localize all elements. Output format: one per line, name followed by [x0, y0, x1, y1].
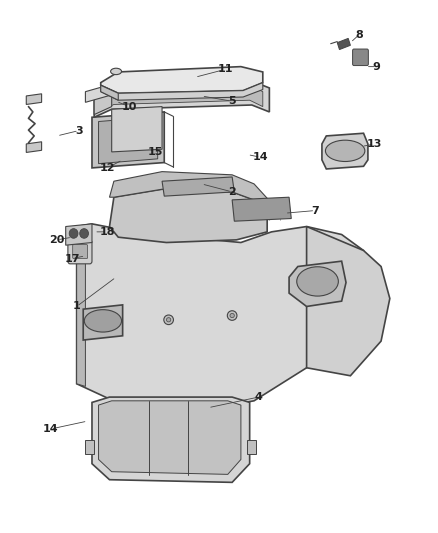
Text: 4: 4	[254, 392, 262, 402]
Text: 18: 18	[99, 227, 115, 237]
Polygon shape	[26, 142, 42, 152]
Polygon shape	[112, 107, 162, 152]
Polygon shape	[322, 133, 368, 169]
Polygon shape	[110, 189, 267, 243]
Polygon shape	[232, 197, 291, 221]
Text: 1: 1	[73, 302, 81, 311]
Polygon shape	[307, 227, 390, 376]
Ellipse shape	[325, 140, 365, 161]
Polygon shape	[83, 305, 123, 340]
Text: 20: 20	[49, 235, 65, 245]
Text: 9: 9	[373, 62, 381, 71]
Text: 13: 13	[367, 139, 382, 149]
Text: 10: 10	[121, 102, 137, 111]
Text: 14: 14	[253, 152, 268, 162]
Polygon shape	[85, 84, 118, 102]
Polygon shape	[94, 81, 269, 117]
Text: 3: 3	[75, 126, 83, 135]
Text: 17: 17	[64, 254, 80, 263]
Polygon shape	[77, 224, 364, 413]
Polygon shape	[99, 117, 158, 164]
Text: 8: 8	[355, 30, 363, 39]
Text: 15: 15	[148, 147, 163, 157]
Polygon shape	[92, 397, 250, 482]
Polygon shape	[101, 85, 263, 111]
Text: 14: 14	[42, 424, 58, 434]
Ellipse shape	[297, 266, 338, 296]
Ellipse shape	[69, 229, 78, 238]
Text: 7: 7	[311, 206, 319, 215]
Text: 12: 12	[99, 163, 115, 173]
Text: 2: 2	[228, 187, 236, 197]
Text: 11: 11	[218, 64, 233, 74]
Polygon shape	[247, 440, 256, 454]
Polygon shape	[66, 224, 92, 245]
Ellipse shape	[230, 313, 234, 318]
FancyBboxPatch shape	[73, 245, 88, 259]
Polygon shape	[26, 94, 42, 104]
Ellipse shape	[80, 229, 88, 238]
Polygon shape	[94, 85, 112, 115]
FancyBboxPatch shape	[353, 49, 368, 66]
Text: 5: 5	[228, 96, 236, 106]
Polygon shape	[289, 261, 346, 306]
Polygon shape	[101, 85, 118, 100]
Polygon shape	[110, 172, 267, 213]
Polygon shape	[101, 67, 263, 93]
Polygon shape	[77, 227, 85, 386]
FancyBboxPatch shape	[68, 240, 92, 264]
Polygon shape	[92, 112, 164, 168]
Polygon shape	[101, 83, 263, 100]
Ellipse shape	[227, 311, 237, 320]
Polygon shape	[162, 177, 234, 196]
Ellipse shape	[166, 318, 171, 322]
Polygon shape	[337, 38, 350, 50]
Ellipse shape	[110, 68, 121, 75]
Polygon shape	[99, 401, 241, 474]
Ellipse shape	[84, 310, 121, 332]
Polygon shape	[85, 440, 94, 454]
Ellipse shape	[164, 315, 173, 325]
